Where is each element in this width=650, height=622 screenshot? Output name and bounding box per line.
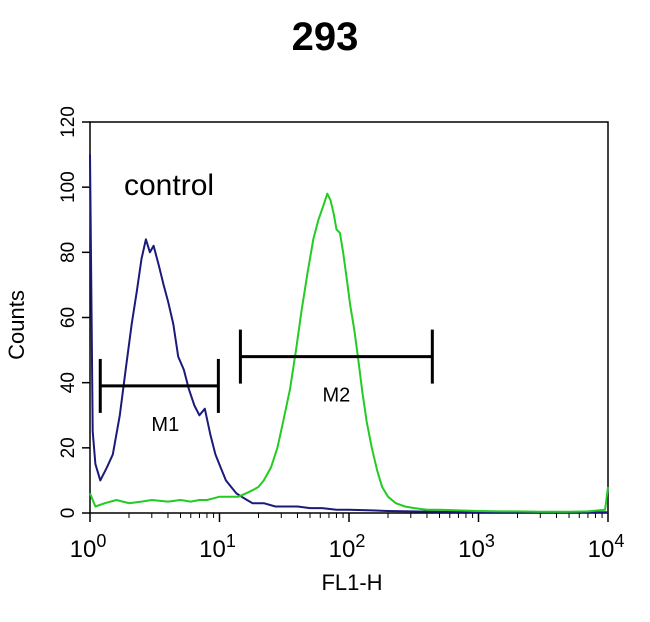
- x-tick-label: 103: [458, 531, 495, 563]
- y-tick-label: 60: [58, 307, 79, 328]
- x-tick-exponent: 1: [226, 531, 236, 551]
- x-tick-exponent: 2: [355, 531, 365, 551]
- x-tick-base: 10: [70, 536, 97, 563]
- gate-markers: M1 M2: [98, 329, 434, 436]
- x-tick-base: 10: [329, 536, 356, 563]
- x-axis-ticks: 100 101 102 103 104: [70, 513, 625, 563]
- y-tick-label: 20: [58, 437, 79, 458]
- x-tick-label: 102: [329, 531, 366, 563]
- series-group: [89, 154, 609, 514]
- x-tick-label: 104: [588, 531, 625, 563]
- y-tick-label: 120: [58, 106, 79, 138]
- x-tick-label: 101: [199, 531, 236, 563]
- x-tick-label: 100: [70, 531, 107, 563]
- x-tick-base: 10: [199, 536, 226, 563]
- x-tick-exponent: 3: [485, 531, 495, 551]
- y-tick-label: 40: [58, 372, 79, 393]
- control-histogram-line: [89, 154, 608, 514]
- y-tick-label: 0: [58, 508, 79, 519]
- gate-label: M1: [151, 414, 179, 436]
- gate-label: M2: [322, 385, 350, 407]
- y-tick-label: 100: [58, 171, 79, 203]
- chart-title: 293: [292, 15, 359, 59]
- y-axis-ticks: 0 20 40 60 80 100 120: [58, 106, 90, 518]
- y-tick-label: 80: [58, 242, 79, 263]
- x-tick-exponent: 0: [96, 531, 106, 551]
- control-annotation: control: [124, 169, 214, 202]
- y-axis-label: Counts: [4, 290, 29, 360]
- x-axis-label: FL1-H: [321, 570, 382, 595]
- x-tick-exponent: 4: [614, 531, 624, 551]
- x-tick-base: 10: [588, 536, 615, 563]
- sample-histogram-line: [89, 192, 609, 513]
- x-tick-base: 10: [458, 536, 485, 563]
